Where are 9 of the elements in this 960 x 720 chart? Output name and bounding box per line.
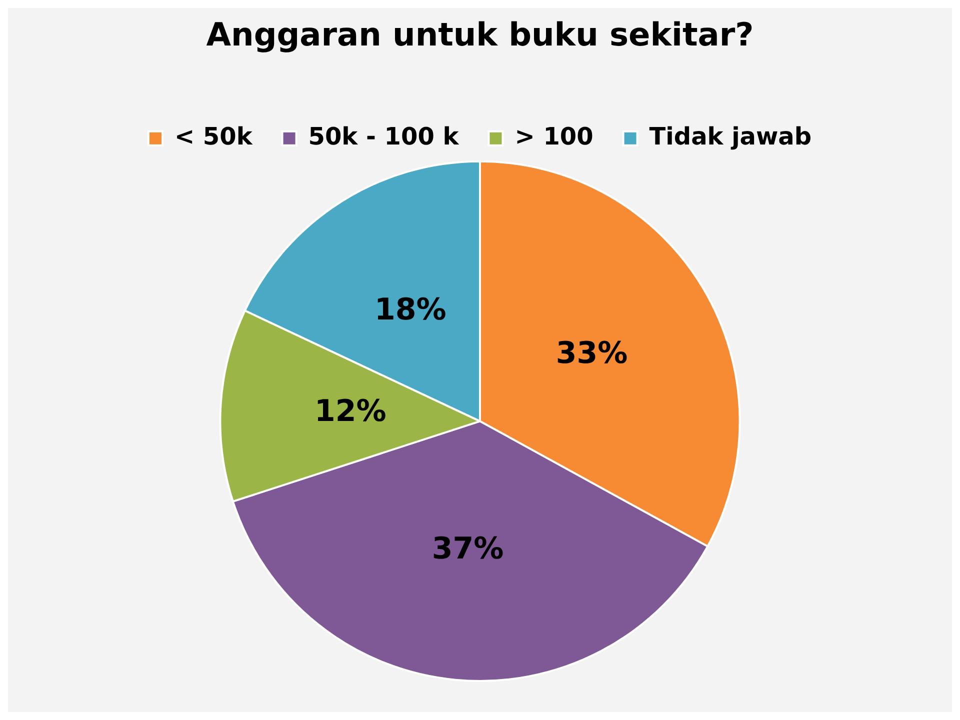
legend-label: > 100: [514, 122, 594, 151]
data-label: 18%: [374, 292, 446, 328]
data-label: 37%: [432, 531, 504, 566]
legend-label: < 50k: [174, 122, 254, 151]
legend-label: 50k - 100 k: [308, 122, 460, 151]
data-label: 33%: [556, 336, 628, 371]
chart-title: Anggaran untuk buku sekitar?: [206, 16, 754, 54]
legend-label: Tidak jawab: [649, 122, 812, 151]
data-label: 12%: [314, 394, 386, 429]
